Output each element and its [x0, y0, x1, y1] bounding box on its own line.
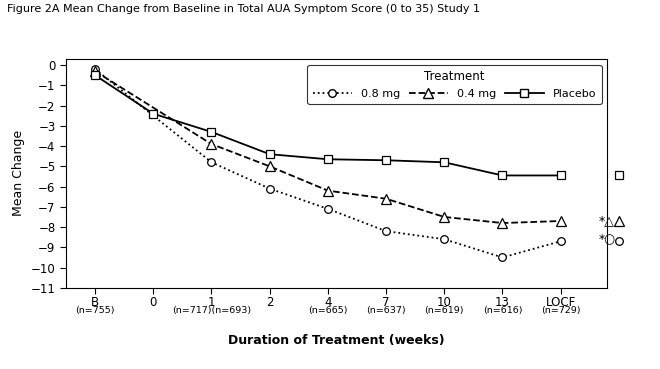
- Text: (n=755): (n=755): [75, 306, 115, 315]
- Legend: 0.8 mg, 0.4 mg, Placebo: 0.8 mg, 0.4 mg, Placebo: [308, 65, 602, 104]
- Text: (n=729): (n=729): [541, 306, 580, 315]
- Text: (n=717)(n=693): (n=717)(n=693): [172, 306, 251, 315]
- Text: Figure 2A Mean Change from Baseline in Total AUA Symptom Score (0 to 35) Study 1: Figure 2A Mean Change from Baseline in T…: [7, 4, 480, 14]
- Text: (n=616): (n=616): [482, 306, 522, 315]
- Text: (n=637): (n=637): [366, 306, 406, 315]
- Text: (n=665): (n=665): [308, 306, 348, 315]
- X-axis label: Duration of Treatment (weeks): Duration of Treatment (weeks): [228, 334, 445, 347]
- Y-axis label: Mean Change: Mean Change: [12, 130, 25, 217]
- Text: *△: *△: [599, 214, 614, 228]
- Text: (n=619): (n=619): [424, 306, 464, 315]
- Text: *○: *○: [599, 232, 616, 245]
